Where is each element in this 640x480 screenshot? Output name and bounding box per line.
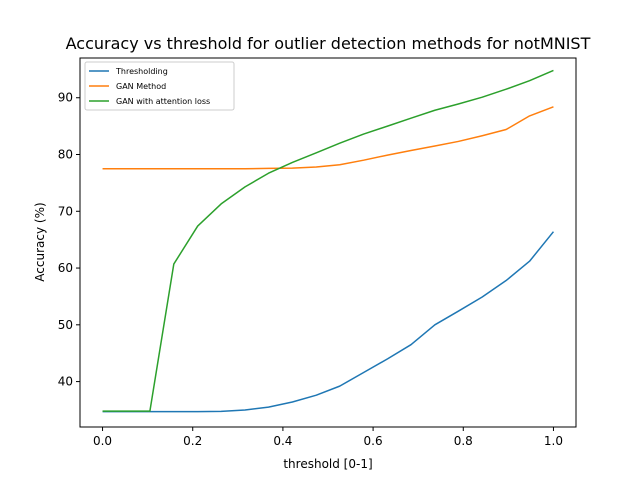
y-tick-label: 90 — [58, 91, 73, 105]
x-axis-label: threshold [0-1] — [283, 457, 372, 471]
x-tick-label: 0.8 — [454, 434, 473, 448]
chart-title: Accuracy vs threshold for outlier detect… — [66, 34, 591, 53]
x-tick-label: 0.6 — [364, 434, 383, 448]
legend: Thresholding GAN Method GAN with attention… — [84, 61, 235, 111]
series-line-thresholding — [102, 231, 555, 413]
x-tick-label: 0.4 — [273, 434, 292, 448]
series-line-gan-with-attention-loss — [102, 69, 554, 412]
y-tick-label: 60 — [58, 261, 73, 275]
y-tick-label: 50 — [58, 318, 73, 332]
y-tick-label: 40 — [58, 375, 73, 389]
legend-label-gan-with-attention-loss: GAN with attention loss — [116, 97, 210, 106]
series-layer — [102, 69, 555, 413]
plot-area — [80, 58, 576, 427]
y-tick-label: 80 — [58, 148, 73, 162]
legend-box — [84, 61, 235, 111]
y-tick-label: 70 — [58, 204, 73, 218]
x-tick-label: 0.0 — [93, 434, 112, 448]
legend-label-gan-method: GAN Method — [116, 82, 166, 91]
y-axis-label: Accuracy (%) — [33, 202, 47, 281]
x-tick-label: 1.0 — [544, 434, 563, 448]
legend-label-thresholding: Thresholding — [115, 67, 168, 76]
series-line-gan-method — [102, 106, 554, 170]
plot-frame — [79, 57, 577, 428]
ticks-layer: 0.0 0.2 0.4 0.6 0.8 1.0 40 50 60 70 80 90 — [58, 91, 563, 448]
x-tick-label: 0.2 — [183, 434, 202, 448]
